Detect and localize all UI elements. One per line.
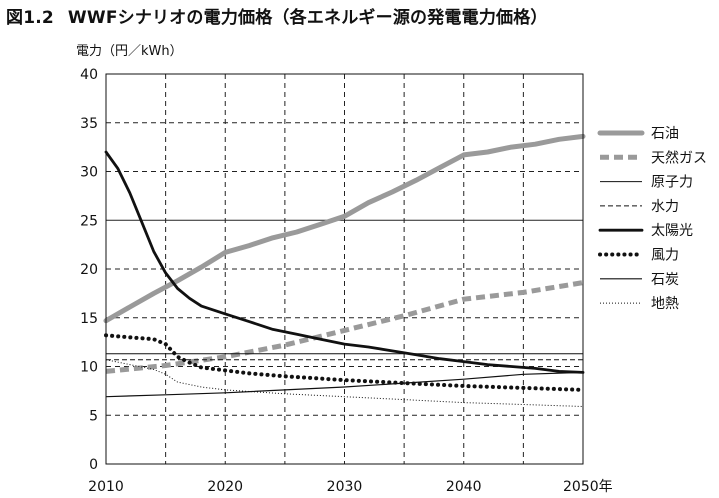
series-line-5 bbox=[104, 150, 585, 374]
x-tick-label-2030: 2030 bbox=[327, 479, 363, 495]
y-tick-label-40: 40 bbox=[80, 67, 98, 83]
tick-labels: 0 5 10 15 20 25 30 35 40 2010 2020 2030 2040 2050年 bbox=[80, 67, 612, 495]
legend-label-3: 原子力 bbox=[651, 175, 693, 191]
series-line-7 bbox=[105, 371, 584, 398]
y-tick-label-20: 20 bbox=[80, 262, 98, 278]
x-tick-label-2020: 2020 bbox=[207, 479, 243, 495]
grid-lines bbox=[106, 74, 583, 464]
legend-label-8: 地熱 bbox=[651, 296, 679, 312]
x-tick-label-2050: 2050年 bbox=[563, 479, 613, 495]
y-tick-label-25: 25 bbox=[80, 213, 98, 229]
y-tick-label-0: 0 bbox=[89, 457, 98, 473]
legend-label-1: 石油 bbox=[651, 126, 679, 142]
y-tick-label-10: 10 bbox=[80, 360, 98, 376]
axes bbox=[105, 73, 584, 465]
x-tick-label-2010: 2010 bbox=[88, 479, 124, 495]
legend-label-4: 水力 bbox=[651, 199, 679, 215]
figure-title: 図1.2 WWFシナリオの電力価格（各エネルギー源の発電電力価格） bbox=[6, 3, 548, 28]
figure-number: 図1.2 bbox=[6, 8, 54, 28]
series-line-1 bbox=[103, 133, 586, 324]
legend-label-6: 風力 bbox=[651, 248, 679, 264]
legend-label-2: 天然ガス bbox=[651, 149, 707, 166]
legend-label-5: 太陽光 bbox=[651, 223, 693, 239]
plot-frame bbox=[105, 73, 584, 465]
y-axis-label: 電力（円／kWh） bbox=[76, 44, 183, 59]
series-line-6 bbox=[104, 333, 585, 392]
series-layer bbox=[103, 133, 586, 407]
y-tick-label-35: 35 bbox=[80, 116, 98, 132]
series-line-2 bbox=[105, 280, 584, 374]
y-tick-label-15: 15 bbox=[80, 311, 98, 327]
y-tick-label-5: 5 bbox=[89, 408, 98, 424]
x-tick-label-2040: 2040 bbox=[446, 479, 482, 495]
series-line-8 bbox=[105, 359, 584, 407]
y-tick-label-30: 30 bbox=[80, 165, 98, 181]
figure-title-text: WWFシナリオの電力価格（各エネルギー源の発電電力価格） bbox=[67, 8, 548, 28]
legend-label-7: 石炭 bbox=[651, 272, 679, 288]
